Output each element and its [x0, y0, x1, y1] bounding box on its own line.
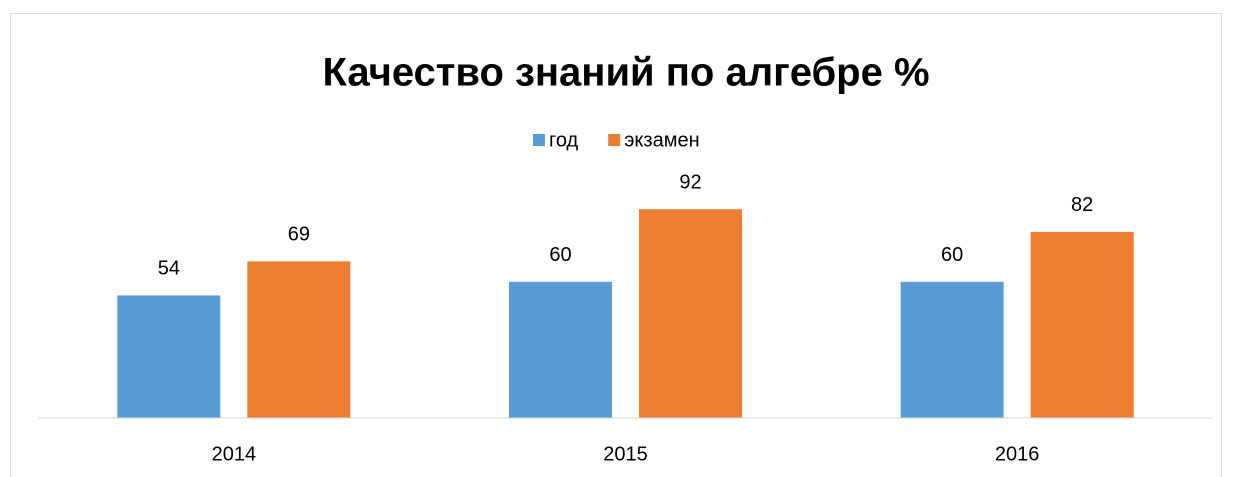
data-label: 60 — [941, 244, 963, 266]
legend-label: год — [549, 129, 579, 151]
x-tick-label: 2016 — [995, 443, 1040, 465]
bar — [117, 295, 221, 418]
legend-swatch — [608, 134, 621, 146]
data-label: 92 — [679, 171, 701, 193]
bar — [509, 281, 612, 418]
bar — [247, 261, 351, 418]
data-label: 82 — [1071, 194, 1093, 216]
chart-frame — [10, 13, 1222, 477]
data-label: 60 — [549, 244, 571, 266]
legend-label: экзамен — [624, 129, 699, 151]
bar — [639, 209, 742, 418]
data-label: 69 — [288, 224, 310, 246]
bar — [900, 281, 1004, 418]
data-label: 54 — [158, 258, 180, 280]
chart-title: Качество знаний по алгебре % — [322, 51, 929, 95]
legend-swatch — [533, 134, 545, 146]
x-tick-label: 2014 — [212, 443, 257, 465]
bar — [1030, 231, 1134, 418]
x-tick-label: 2015 — [603, 443, 648, 465]
